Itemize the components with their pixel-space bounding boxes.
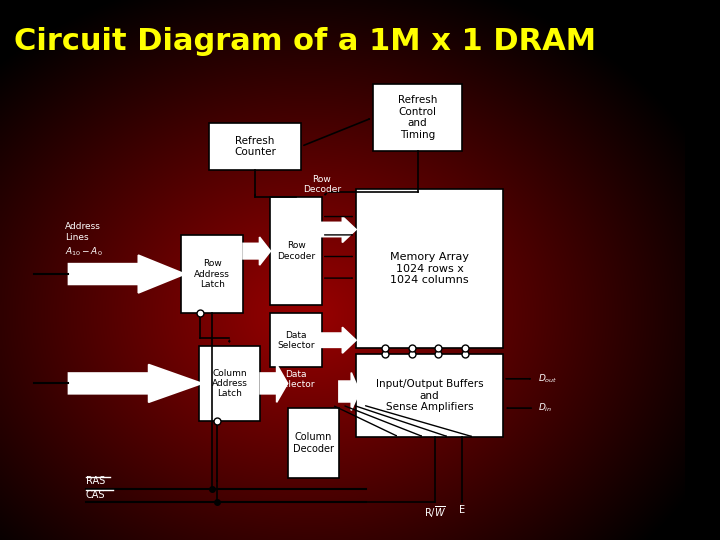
Text: Column
Address
Latch: Column Address Latch bbox=[212, 368, 247, 399]
FancyBboxPatch shape bbox=[271, 197, 322, 305]
Polygon shape bbox=[322, 217, 356, 242]
Text: Address
Lines: Address Lines bbox=[65, 222, 101, 241]
FancyBboxPatch shape bbox=[356, 189, 503, 348]
Text: Data
Selector: Data Selector bbox=[277, 330, 315, 350]
Text: CAS: CAS bbox=[86, 489, 105, 500]
Text: Input/Output Buffers
and
Sense Amplifiers: Input/Output Buffers and Sense Amplifier… bbox=[376, 379, 483, 412]
Text: Memory Array
1024 rows x
1024 columns: Memory Array 1024 rows x 1024 columns bbox=[390, 252, 469, 285]
Text: $A_{10}-A_0$: $A_{10}-A_0$ bbox=[65, 245, 103, 258]
Polygon shape bbox=[68, 255, 185, 293]
Polygon shape bbox=[339, 373, 359, 410]
Text: $D_{in}$: $D_{in}$ bbox=[538, 402, 552, 414]
Text: $D_{out}$: $D_{out}$ bbox=[538, 373, 557, 385]
Text: Refresh
Counter: Refresh Counter bbox=[234, 136, 276, 157]
Polygon shape bbox=[322, 327, 356, 353]
Text: Column
Decoder: Column Decoder bbox=[293, 432, 334, 454]
Text: R/$\overline{W}$: R/$\overline{W}$ bbox=[424, 505, 446, 521]
Text: Row
Decoder: Row Decoder bbox=[277, 241, 315, 261]
FancyBboxPatch shape bbox=[209, 123, 301, 170]
Text: Refresh
Control
and
Timing: Refresh Control and Timing bbox=[398, 95, 437, 140]
FancyBboxPatch shape bbox=[271, 313, 322, 367]
Polygon shape bbox=[68, 364, 202, 402]
Text: Circuit Diagram of a 1M x 1 DRAM: Circuit Diagram of a 1M x 1 DRAM bbox=[14, 27, 596, 56]
FancyBboxPatch shape bbox=[199, 346, 260, 421]
Polygon shape bbox=[260, 364, 287, 402]
FancyBboxPatch shape bbox=[287, 408, 339, 478]
FancyBboxPatch shape bbox=[181, 235, 243, 313]
FancyBboxPatch shape bbox=[373, 84, 462, 151]
Text: Row
Address
Latch: Row Address Latch bbox=[194, 259, 230, 289]
Text: Data
Selector: Data Selector bbox=[277, 370, 315, 389]
FancyBboxPatch shape bbox=[356, 354, 503, 437]
Text: RAS: RAS bbox=[86, 476, 105, 486]
Text: E: E bbox=[459, 505, 465, 515]
Text: Row
Decoder: Row Decoder bbox=[302, 175, 341, 194]
Polygon shape bbox=[243, 237, 271, 265]
